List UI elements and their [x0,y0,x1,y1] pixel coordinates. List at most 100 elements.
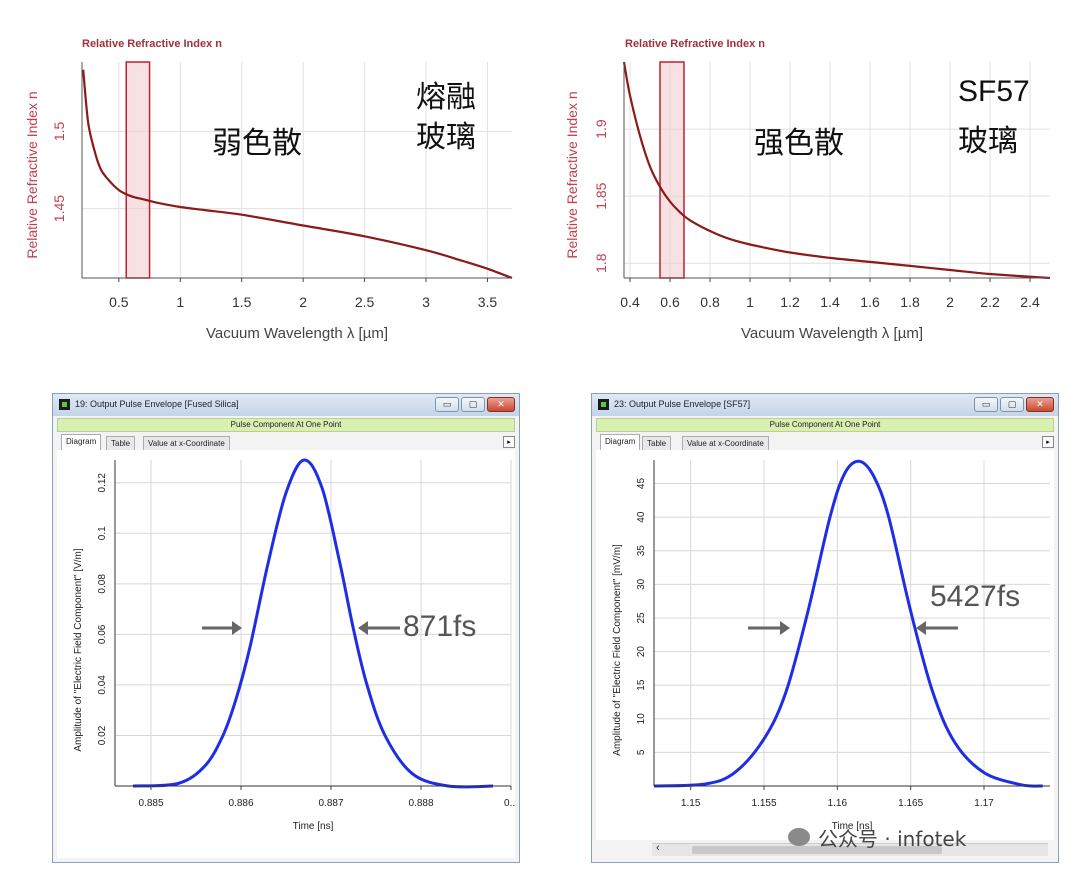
sf57-window-title: 23: Output Pulse Envelope [SF57] [614,399,751,409]
x-tick-label: 0... [504,798,515,809]
sf57-window-titlebar[interactable]: 23: Output Pulse Envelope [SF57] ▭ ▢ ✕ [592,394,1058,416]
right-arrowhead-icon [916,621,926,635]
close-button[interactable]: ✕ [1026,397,1054,412]
fused-pulse-y-label: Amplitude of "Electric Field Component" … [73,548,84,752]
x-tick-label: 0.888 [408,798,433,809]
fused-pulse-window[interactable]: 19: Output Pulse Envelope [Fused Silica]… [52,393,520,863]
fused-chart-title: Relative Refractive Index n [82,38,223,50]
x-tick-label: 0.6 [660,294,680,310]
right-arrowhead-icon [358,621,368,635]
y-tick-label: 1.9 [593,119,609,139]
app-icon[interactable] [59,399,70,410]
fused-index-curve [82,69,513,280]
tab-table[interactable]: Table [642,436,672,450]
x-tick-label: 0.5 [109,294,129,310]
sf57-x-axis-label: Vacuum Wavelength λ [µm] [741,325,923,342]
maximize-button[interactable]: ▢ [461,397,485,412]
close-button[interactable]: ✕ [487,397,515,412]
tab-scroll-right-icon[interactable]: ▸ [1042,436,1054,448]
tab-value-at-x[interactable]: Value at x-Coordinate [682,436,769,450]
y-tick-label: 20 [636,646,647,658]
scroll-left-icon[interactable]: ‹ [656,842,660,854]
y-tick-label: 1.85 [593,182,609,209]
left-arrowhead-icon [232,621,242,635]
sf57-index-curve [622,61,1051,280]
x-tick-label: 2.2 [980,294,1000,310]
y-tick-label: 0.04 [97,675,108,695]
app-icon[interactable] [598,399,609,410]
sf57-y-axis-label: Relative Refractive Index n [564,91,580,258]
fused-y-axis-label: Relative Refractive Index n [24,91,40,258]
sf57-pulse-x-ticks: 1.15 1.155 1.16 1.165 1.17 [681,786,994,809]
x-tick-label: 1.8 [900,294,920,310]
sf57-tab-bar: Diagram Table Value at x-Coordinate ▸ [596,434,1054,450]
fused-pulse-grid [115,460,512,786]
maximize-button[interactable]: ▢ [1000,397,1024,412]
y-tick-label: 0.08 [97,574,108,594]
sf57-pulse-y-label: Amplitude of "Electric Field Component" … [612,544,623,756]
sf57-pulse-window[interactable]: 23: Output Pulse Envelope [SF57] ▭ ▢ ✕ P… [591,393,1059,863]
fused-pulse-subtitle: Pulse Component At One Point [57,418,515,432]
fused-window-title: 19: Output Pulse Envelope [Fused Silica] [75,399,239,409]
tab-diagram[interactable]: Diagram [600,434,641,450]
fused-tab-bar: Diagram Table Value at x-Coordinate ▸ [57,434,515,450]
minimize-button[interactable]: ▭ [974,397,998,412]
y-tick-label: 1.5 [51,121,67,141]
x-tick-label: 1.17 [974,798,994,809]
y-tick-label: 10 [636,713,647,725]
x-tick-label: 0.885 [138,798,163,809]
sf57-pulse-grid [654,460,1050,786]
x-tick-label: 1 [746,294,754,310]
x-tick-label: 1.16 [828,798,848,809]
fused-dispersion-label: 弱色散 [212,126,302,161]
tab-diagram[interactable]: Diagram [61,434,102,450]
sf57-fwhm-label: 5427fs [930,580,1021,613]
y-tick-label: 0.06 [97,624,108,644]
sf57-index-chart: 0.4 0.6 0.8 1 1.2 1.4 1.6 1.8 2 2.2 2.4 1.8 1.85 1.9… [564,61,1051,342]
y-tick-label: 45 [636,478,647,490]
scrollbar-thumb[interactable] [692,846,942,854]
y-tick-label: 0.12 [97,473,108,493]
sf57-pulse-chart: 1.15 1.155 1.16 1.165 1.17 5 10 15 20 25 30 35 40 45… [612,459,1050,832]
fused-y-ticks: 1.45 1.5 [51,121,67,222]
fused-window-titlebar[interactable]: 19: Output Pulse Envelope [Fused Silica]… [53,394,519,416]
fused-pulse-curve [132,458,494,789]
y-tick-label: 25 [636,612,647,624]
sf57-name-line1: SF57 [958,75,1030,108]
fused-highlight-band [125,61,151,279]
x-tick-label: 1.155 [751,798,776,809]
tab-table[interactable]: Table [106,436,136,450]
sf57-name-line2: 玻璃 [958,124,1018,159]
y-tick-label: 0.02 [97,725,108,745]
x-tick-label: 1.4 [820,294,840,310]
x-tick-label: 2 [299,294,307,310]
horizontal-scrollbar[interactable]: ‹ [652,842,1048,856]
x-tick-label: 0.886 [228,798,253,809]
x-tick-label: 1.15 [681,798,701,809]
x-tick-label: 1.5 [232,294,252,310]
y-tick-label: 30 [636,578,647,590]
sf57-chart-title: Relative Refractive Index n [625,38,766,50]
x-tick-label: 1 [176,294,184,310]
sf57-y-ticks: 1.8 1.85 1.9 [593,119,609,273]
sf57-plot-area [596,450,1054,840]
x-tick-label: 2.5 [355,294,375,310]
x-tick-label: 3 [422,294,430,310]
fused-grid [82,62,512,278]
fused-pulse-x-label: Time [ns] [293,821,334,832]
sf57-dispersion-label: 强色散 [754,126,844,161]
sf57-pulse-subtitle: Pulse Component At One Point [596,418,1054,432]
x-tick-label: 1.165 [898,798,923,809]
tab-value-at-x[interactable]: Value at x-Coordinate [143,436,230,450]
y-tick-label: 40 [636,511,647,523]
fused-name-line2: 玻璃 [416,120,476,155]
x-tick-label: 0.8 [700,294,720,310]
watermark: 公众号 · infotek [788,822,966,852]
sf57-pulse-x-label: Time [ns] [832,821,873,832]
x-tick-label: 1.6 [860,294,880,310]
sf57-pulse-y-ticks: 5 10 15 20 25 30 35 40 45 [636,478,647,756]
minimize-button[interactable]: ▭ [435,397,459,412]
fused-index-chart: 0.5 1 1.5 2 2.5 3 3.5 1.45 1.5 Vacuum Wavelengt… [24,61,513,342]
tab-scroll-right-icon[interactable]: ▸ [503,436,515,448]
